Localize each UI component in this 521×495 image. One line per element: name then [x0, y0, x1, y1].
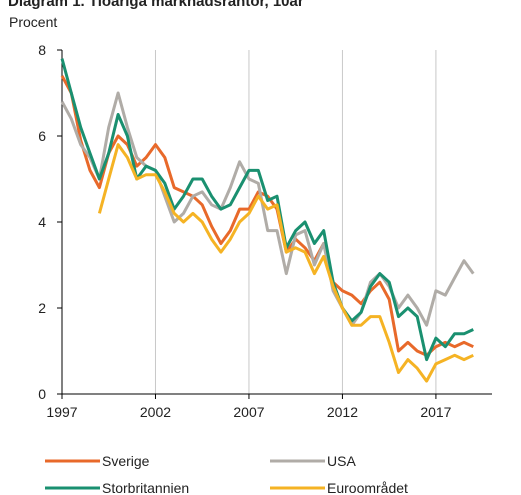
chart-title: Diagram 1. Tioåriga marknadsräntor, 10år: [8, 0, 304, 10]
y-tick-label: 4: [38, 214, 46, 230]
legend-label: USA: [327, 453, 356, 469]
x-tick-label: 1997: [46, 404, 77, 420]
series-line: [60, 91, 475, 327]
series-line: [97, 143, 474, 383]
x-tick-label: 2012: [327, 404, 358, 420]
y-tick-label: 0: [38, 386, 46, 402]
x-tick-label: 2002: [140, 404, 171, 420]
legend-label: Euroområdet: [327, 480, 408, 495]
series-line: [60, 58, 474, 362]
x-tick-label: 2017: [420, 404, 451, 420]
y-tick-label: 2: [38, 300, 46, 316]
legend-label: Storbritannien: [102, 480, 189, 495]
x-tick-label: 2007: [233, 404, 264, 420]
y-tick-label: 6: [38, 128, 46, 144]
y-axis-label: Procent: [9, 14, 57, 30]
y-tick-label: 8: [38, 42, 46, 58]
legend-label: Sverige: [102, 453, 150, 469]
